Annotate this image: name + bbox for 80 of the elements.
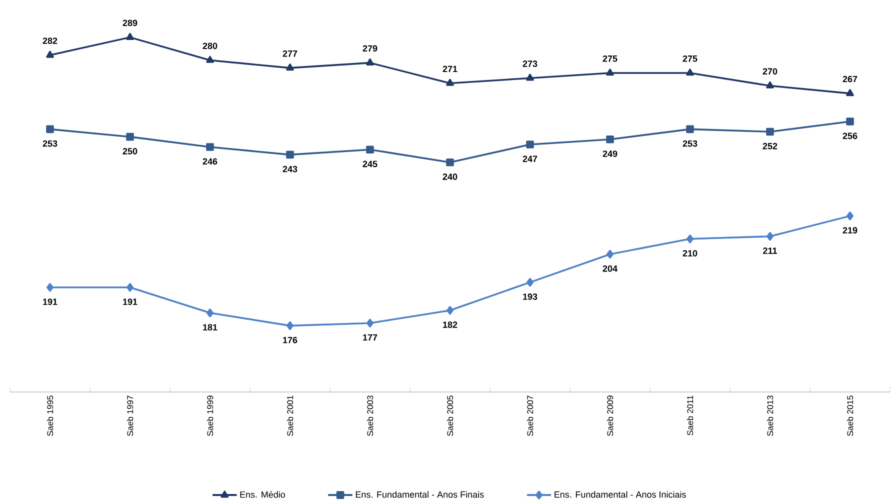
- point: [126, 132, 134, 141]
- data-label: 271: [442, 66, 458, 72]
- data-label: 273: [522, 60, 538, 67]
- data-label: 256: [842, 132, 858, 140]
- point: [206, 143, 214, 151]
- data-label: 247: [522, 156, 538, 162]
- x-tick-label: Saeb 1999: [206, 396, 214, 436]
- data-label: 252: [762, 142, 778, 150]
- data-label: 270: [762, 68, 778, 75]
- x-tick-label: Saeb 1995: [46, 396, 54, 436]
- data-label: 289: [122, 20, 138, 26]
- point: [126, 282, 134, 292]
- point: [766, 81, 774, 88]
- data-label: 204: [602, 265, 618, 272]
- data-label: 243: [282, 166, 298, 172]
- x-tick-label: Saeb 1997: [126, 396, 134, 436]
- point: [526, 74, 534, 81]
- data-label: 277: [282, 50, 298, 57]
- data-label: 253: [42, 140, 58, 147]
- data-label: 210: [682, 250, 698, 256]
- data-label: 245: [362, 160, 378, 168]
- data-label: 279: [362, 45, 378, 52]
- data-label: 191: [43, 298, 58, 305]
- point: [526, 278, 534, 287]
- point: [606, 68, 614, 76]
- point: [46, 50, 54, 58]
- point: [286, 150, 294, 159]
- x-tick-label: Saeb 2015: [846, 396, 854, 436]
- point: [446, 158, 454, 166]
- data-label: 275: [682, 55, 698, 62]
- data-label: 253: [682, 140, 698, 147]
- point: [206, 56, 214, 63]
- point: [846, 118, 854, 126]
- data-label: 240: [442, 174, 458, 180]
- point: [446, 306, 454, 315]
- point: [686, 68, 694, 76]
- data-label: 219: [842, 227, 858, 234]
- point: [46, 125, 54, 134]
- point: [46, 282, 54, 292]
- data-label: 211: [763, 248, 778, 254]
- data-label: 275: [602, 55, 618, 62]
- point: [526, 140, 534, 148]
- point: [846, 89, 854, 96]
- point: [286, 64, 294, 71]
- data-label: 282: [42, 38, 58, 44]
- data-label: 267: [842, 76, 858, 82]
- data-label: 193: [523, 293, 538, 300]
- point: [126, 32, 134, 40]
- legend-label: Ens. Médio: [240, 491, 285, 498]
- point: [206, 308, 214, 318]
- point: [606, 135, 614, 144]
- point: [366, 58, 374, 66]
- x-tick-label: Saeb 2013: [766, 396, 774, 436]
- x-tick-label: Saeb 2007: [526, 396, 534, 436]
- point: [846, 212, 854, 220]
- data-label: 176: [283, 336, 298, 344]
- point: [446, 78, 454, 86]
- x-tick-label: Saeb 2001: [286, 396, 294, 436]
- point: [686, 125, 694, 134]
- x-tick-label: Saeb 2005: [446, 396, 454, 436]
- data-label: 280: [202, 42, 218, 50]
- point: [366, 146, 374, 154]
- point: [366, 318, 374, 328]
- point: [286, 321, 294, 330]
- point: [606, 250, 614, 259]
- data-label: 250: [122, 148, 138, 154]
- x-tick-label: Saeb 2011: [686, 396, 694, 436]
- legend-label: Ens. Fundamental - Anos Finais: [356, 491, 484, 498]
- x-tick-label: Saeb 2009: [606, 396, 614, 436]
- point: [766, 128, 774, 136]
- data-label: 177: [363, 334, 378, 341]
- point: [766, 232, 774, 241]
- legend-label: Ens. Fundamental - Anos Iniciais: [554, 491, 686, 498]
- data-label: 249: [602, 150, 618, 157]
- data-label: 181: [203, 324, 218, 330]
- point: [686, 234, 694, 244]
- x-tick-label: Saeb 2003: [366, 396, 374, 436]
- data-label: 182: [443, 322, 458, 328]
- data-label: 191: [123, 298, 138, 305]
- data-label: 246: [202, 158, 218, 165]
